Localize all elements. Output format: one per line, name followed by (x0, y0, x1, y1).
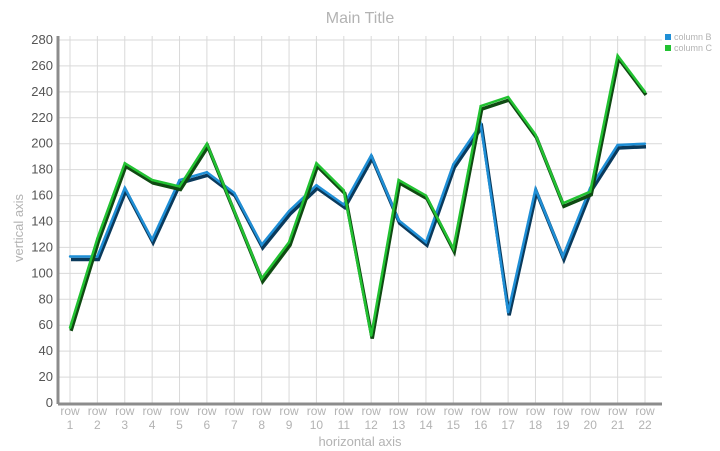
data-point (589, 190, 592, 193)
data-point (123, 161, 126, 165)
y-tick-label: 220 (31, 110, 53, 125)
data-point (506, 311, 510, 314)
y-axis-label: vertical axis (11, 194, 26, 262)
data-point (643, 142, 647, 145)
data-point (68, 326, 72, 330)
data-point (233, 209, 236, 213)
x-tick-label: row 11 (334, 404, 354, 432)
x-tick-label: row 7 (225, 404, 245, 432)
y-tick-label: 280 (31, 32, 53, 47)
legend-label: column B (674, 32, 712, 42)
y-tick-label: 40 (39, 343, 53, 358)
x-tick-label: row 12 (362, 404, 382, 432)
x-tick-label: row 20 (581, 404, 601, 432)
data-point (96, 255, 99, 258)
y-tick-label: 100 (31, 265, 53, 280)
x-tick-label: row 19 (553, 404, 573, 432)
data-point (424, 241, 428, 244)
data-point (150, 178, 154, 182)
x-tick-label: row 15 (444, 404, 464, 432)
data-point (479, 104, 482, 108)
y-tick-label: 120 (31, 239, 53, 254)
y-tick-label: 20 (39, 369, 53, 384)
y-tick-label: 160 (31, 188, 53, 203)
data-point (287, 209, 291, 213)
data-point (369, 154, 373, 157)
data-point (315, 184, 318, 187)
x-tick-label: row 17 (498, 404, 518, 432)
legend-swatch (665, 34, 671, 40)
x-tick-label: row 3 (115, 404, 135, 432)
chart-grid (58, 36, 662, 404)
data-point (452, 247, 455, 250)
data-point (397, 178, 400, 182)
x-tick-label: row 1 (60, 404, 80, 432)
y-tick-label: 80 (39, 291, 53, 306)
x-tick-label: row 4 (142, 404, 162, 432)
data-point (233, 191, 236, 195)
data-point (315, 161, 318, 165)
legend-swatch (665, 45, 671, 51)
data-point (452, 163, 455, 166)
x-tick-label: row 13 (389, 404, 409, 432)
x-tick-label: row 2 (88, 404, 108, 432)
chart-title: Main Title (326, 10, 395, 27)
data-point (342, 189, 346, 192)
plot-frame (56, 36, 662, 406)
data-point (534, 133, 537, 136)
data-point (205, 171, 209, 174)
data-point (178, 185, 181, 188)
series-line (68, 52, 646, 336)
data-point (178, 178, 181, 182)
data-point (260, 277, 263, 280)
x-tick-label: row 18 (526, 404, 546, 432)
x-axis-label: horizontal axis (318, 434, 402, 449)
x-tick-label: row 9 (279, 404, 299, 432)
data-point (616, 54, 619, 57)
y-tick-label: 200 (31, 136, 53, 151)
data-point (123, 186, 126, 189)
x-tick-label: row 10 (307, 404, 327, 432)
y-tick-label: 240 (31, 84, 53, 99)
data-point (643, 90, 647, 94)
y-tick-label: 60 (39, 317, 53, 332)
series-layer (68, 52, 648, 339)
legend-label: column C (674, 43, 713, 53)
data-point (616, 143, 619, 147)
series-line (70, 120, 646, 313)
x-tick-label: row 22 (635, 404, 655, 432)
data-point (260, 243, 263, 247)
data-point (561, 255, 565, 258)
data-point (205, 142, 209, 145)
data-point (534, 187, 537, 191)
data-point (287, 241, 291, 244)
data-point (561, 202, 565, 205)
x-tick-label: row 6 (197, 404, 217, 432)
data-point (342, 203, 346, 206)
x-tick-label: row 16 (471, 404, 491, 432)
x-tick-label: row 8 (252, 404, 272, 432)
data-point (506, 95, 510, 99)
x-axis-ticks: row 1 row 2 row 3 row 4 row 5 row 6 row 7 row 8 row 9 row 1… (60, 404, 655, 432)
data-point (424, 194, 428, 197)
y-tick-label: 140 (31, 214, 53, 229)
x-tick-label: row 5 (170, 404, 190, 432)
data-point (68, 255, 72, 258)
data-point (150, 238, 154, 241)
y-axis-ticks: 0 20 40 60 80 100 120 140 160 180 200 220 240 260 280 (31, 32, 53, 410)
y-tick-label: 0 (46, 395, 53, 410)
data-point (369, 334, 373, 337)
y-tick-label: 180 (31, 162, 53, 177)
x-tick-label: row 14 (416, 404, 436, 432)
data-point (397, 219, 400, 222)
data-point (96, 237, 99, 240)
y-tick-label: 260 (31, 58, 53, 73)
x-tick-label: row 21 (608, 404, 628, 432)
